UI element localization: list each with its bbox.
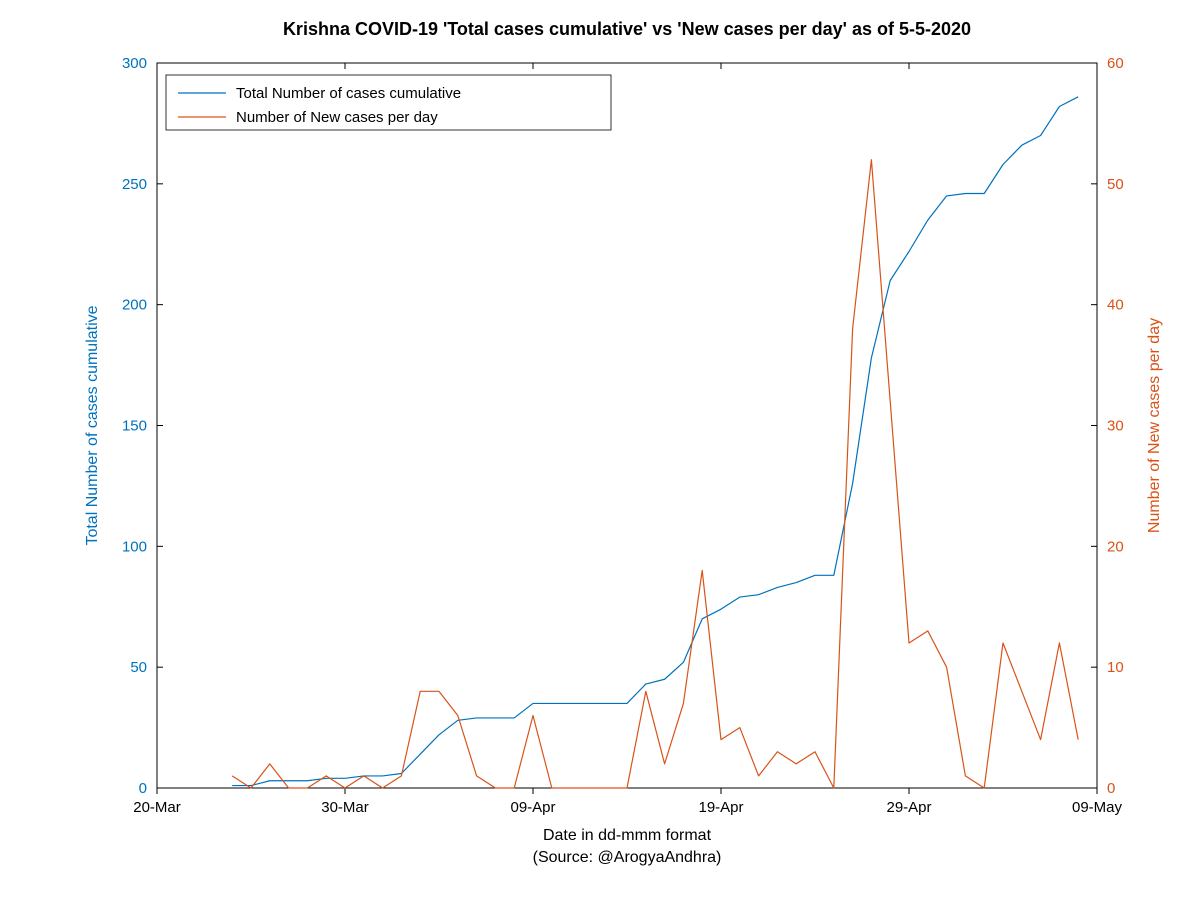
x-tick-label: 29-Apr bbox=[886, 799, 931, 816]
y1-axis-label: Total Number of cases cumulative bbox=[84, 305, 101, 545]
y2-axis-label: Number of New cases per day bbox=[1146, 318, 1163, 533]
legend-label: Total Number of cases cumulative bbox=[236, 85, 461, 102]
x-tick-label: 20-Mar bbox=[133, 799, 181, 816]
y2-tick-label: 20 bbox=[1107, 538, 1124, 555]
y1-tick-label: 150 bbox=[122, 418, 147, 435]
y1-tick-label: 200 bbox=[122, 297, 147, 314]
legend-label: Number of New cases per day bbox=[236, 109, 438, 126]
newcases-line bbox=[232, 160, 1078, 788]
chart-container: Krishna COVID-19 'Total cases cumulative… bbox=[0, 0, 1200, 898]
y2-tick-label: 50 bbox=[1107, 176, 1124, 193]
y1-tick-label: 50 bbox=[130, 659, 147, 676]
x-tick-label: 09-May bbox=[1072, 799, 1123, 816]
cumulative-line bbox=[232, 97, 1078, 786]
x-tick-label: 30-Mar bbox=[321, 799, 369, 816]
y1-tick-label: 100 bbox=[122, 538, 147, 555]
y1-tick-label: 0 bbox=[139, 780, 147, 797]
y2-tick-label: 0 bbox=[1107, 780, 1115, 797]
y2-tick-label: 40 bbox=[1107, 297, 1124, 314]
chart-title: Krishna COVID-19 'Total cases cumulative… bbox=[283, 19, 971, 39]
y2-tick-label: 10 bbox=[1107, 659, 1124, 676]
y2-tick-label: 30 bbox=[1107, 418, 1124, 435]
y1-tick-label: 250 bbox=[122, 176, 147, 193]
chart-svg: Krishna COVID-19 'Total cases cumulative… bbox=[0, 0, 1200, 898]
x-axis-label-1: Date in dd-mmm format bbox=[543, 827, 712, 844]
x-tick-label: 19-Apr bbox=[698, 799, 743, 816]
y1-tick-label: 300 bbox=[122, 55, 147, 72]
y2-tick-label: 60 bbox=[1107, 55, 1124, 72]
x-axis-label-2: (Source: @ArogyaAndhra) bbox=[533, 849, 722, 866]
x-tick-label: 09-Apr bbox=[510, 799, 555, 816]
